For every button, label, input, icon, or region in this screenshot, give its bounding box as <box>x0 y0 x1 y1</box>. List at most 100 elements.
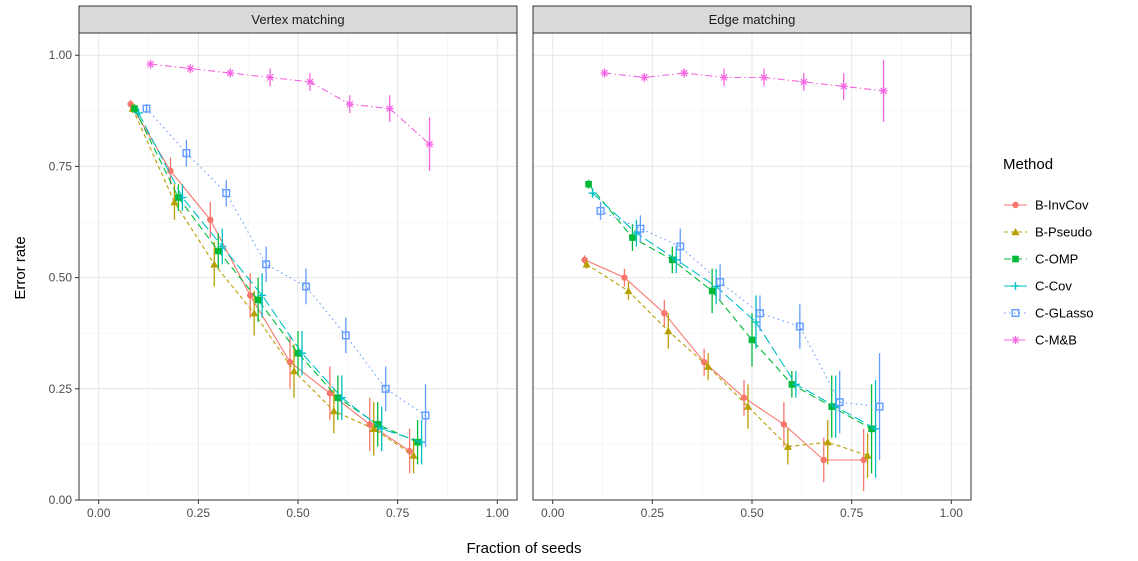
series-line <box>146 108 426 416</box>
panel-2: Edge matching 0.00 0.25 0.50 0.75 1.00 <box>532 5 972 520</box>
data-point <box>186 64 195 73</box>
data-point <box>820 456 827 464</box>
series-c-m-b <box>600 59 888 122</box>
legend-label: C-OMP <box>1035 252 1078 267</box>
y-tick-label: 1.00 <box>49 48 73 62</box>
data-point-d <box>601 69 608 77</box>
data-point <box>167 167 174 175</box>
axes-text-group: Fraction of seeds Error rate <box>12 236 582 557</box>
data-point <box>795 322 804 331</box>
data-point <box>585 180 592 188</box>
data-point <box>286 358 294 366</box>
data-point <box>664 326 673 335</box>
data-point <box>329 407 338 415</box>
data-point <box>226 69 235 78</box>
x-axis-title: Fraction of seeds <box>466 540 581 557</box>
data-point <box>744 402 753 410</box>
data-point <box>799 77 808 86</box>
data-point <box>409 451 418 459</box>
data-point <box>417 438 426 447</box>
data-point-d <box>680 69 688 77</box>
data-point <box>740 394 748 401</box>
data-point <box>345 100 354 109</box>
series-b-pseudo <box>582 259 872 478</box>
y-tick-label: 0.50 <box>49 271 73 285</box>
data-point <box>134 109 143 118</box>
data-point <box>636 224 645 233</box>
data-point <box>708 287 716 295</box>
data-point-d <box>226 69 234 77</box>
x-tick-label: 0.50 <box>286 506 310 520</box>
x-axis-ticks: 0.00 0.25 0.50 0.75 1.00 <box>87 500 509 520</box>
data-point-d <box>640 74 648 81</box>
data-point <box>716 278 725 287</box>
x-tick-label: 1.00 <box>940 506 964 520</box>
data-point <box>748 336 756 344</box>
legend-label: C-Cov <box>1035 279 1072 294</box>
data-point <box>680 69 689 78</box>
data-point <box>875 402 884 411</box>
strip-label: Edge matching <box>709 12 796 27</box>
legend-entry-c-glasso: C-GLasso <box>1004 306 1094 321</box>
data-point-d <box>186 65 194 73</box>
data-point-d <box>840 82 848 90</box>
data-point <box>297 349 306 358</box>
legend-key-marker <box>1011 228 1020 236</box>
data-point <box>759 73 768 82</box>
legend-entry-c-omp: C-OMP <box>1004 252 1078 267</box>
series-line <box>150 63 430 145</box>
y-tick-label: 0.00 <box>49 493 73 507</box>
data-point-d <box>386 105 394 113</box>
data-point <box>305 77 314 86</box>
data-point <box>863 451 872 459</box>
strip-background <box>78 5 518 34</box>
legend-entry-c-m-b: C-M&B <box>1004 333 1077 348</box>
x-tick-label: 0.75 <box>386 506 410 520</box>
x-tick-label: 0.25 <box>641 506 665 520</box>
data-point <box>178 193 187 202</box>
data-point <box>871 424 880 433</box>
data-point <box>341 331 350 340</box>
data-point <box>182 149 191 158</box>
data-point <box>755 309 764 318</box>
data-point-d <box>426 140 433 148</box>
data-point <box>131 105 138 112</box>
data-point <box>374 421 382 428</box>
legend-entry-b-invcov: B-InvCov <box>1004 198 1089 213</box>
legend-key-marker-d <box>1012 336 1019 344</box>
legend-label: B-InvCov <box>1035 198 1089 213</box>
series-b-invcov <box>581 255 867 492</box>
series-c-m-b <box>146 59 434 171</box>
data-point <box>704 362 713 370</box>
legend-entry-c-cov: C-Cov <box>1004 279 1072 294</box>
data-point <box>823 438 832 446</box>
data-point <box>582 260 591 268</box>
data-point <box>425 140 434 149</box>
strip-label: Vertex matching <box>251 12 344 27</box>
legend-label: B-Pseudo <box>1035 225 1092 240</box>
legend-key-marker <box>1012 255 1019 263</box>
data-point <box>210 260 219 268</box>
series-line <box>138 112 422 443</box>
legend-entry-b-pseudo: B-Pseudo <box>1004 225 1092 240</box>
data-point <box>672 255 681 264</box>
series-c-glasso <box>142 104 430 447</box>
data-point-d <box>147 60 154 68</box>
data-point <box>258 291 267 300</box>
data-point <box>326 390 334 397</box>
data-point <box>218 242 227 251</box>
data-point <box>337 393 346 402</box>
x-tick-label: 0.25 <box>187 506 211 520</box>
data-point-d <box>720 74 728 81</box>
data-point <box>266 73 275 82</box>
data-point <box>720 73 729 82</box>
data-point <box>588 189 597 198</box>
data-point <box>246 292 254 299</box>
gridlines <box>79 33 517 501</box>
legend-title: Method <box>1003 156 1053 173</box>
data-point <box>301 282 310 291</box>
series-line <box>586 263 868 457</box>
x-tick-label: 1.00 <box>486 506 510 520</box>
data-point-d <box>800 78 808 86</box>
